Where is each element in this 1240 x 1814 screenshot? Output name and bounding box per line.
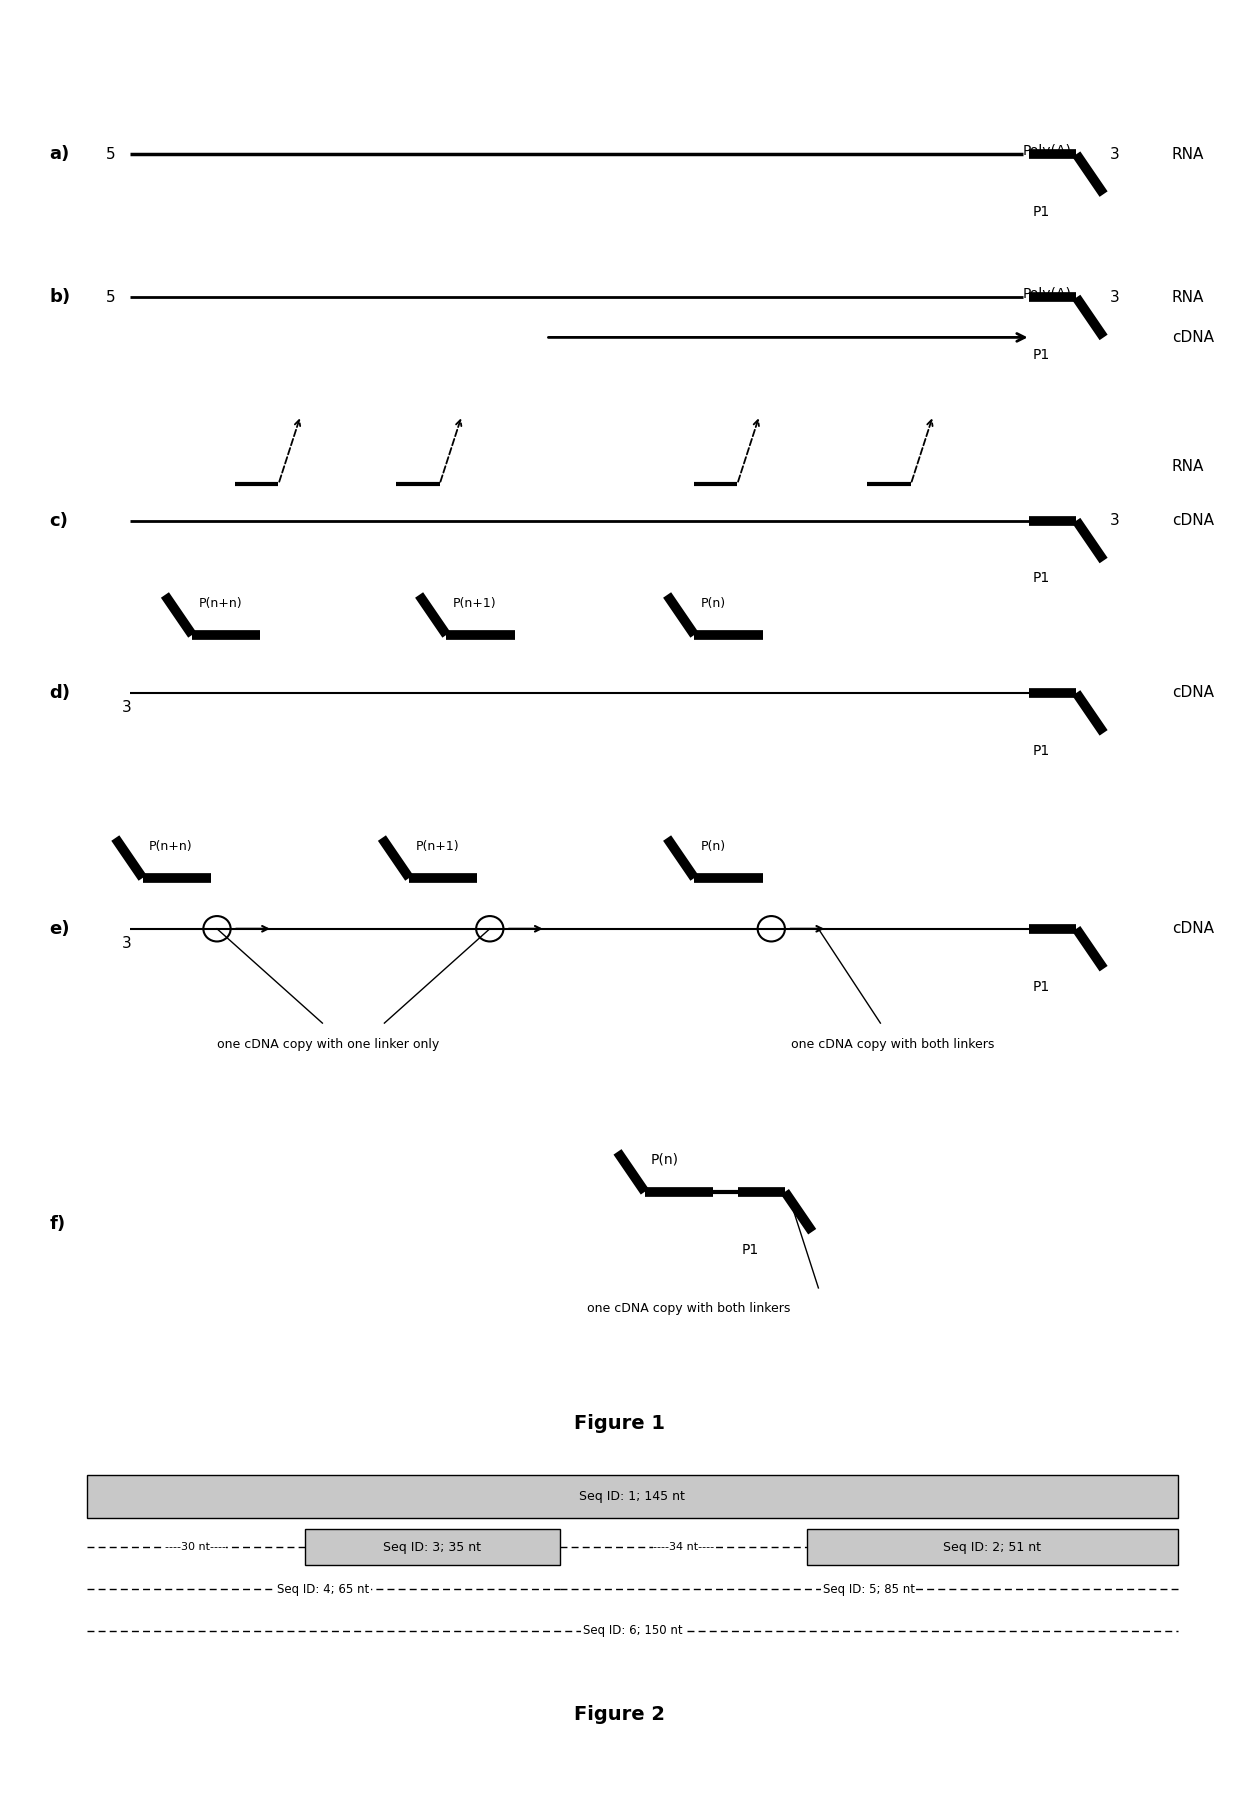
Text: RNA: RNA — [1172, 459, 1204, 473]
Text: P(n+1): P(n+1) — [453, 597, 496, 610]
Text: cDNA: cDNA — [1172, 513, 1214, 528]
Text: f): f) — [50, 1215, 66, 1234]
Text: Seq ID: 4; 65 nt: Seq ID: 4; 65 nt — [277, 1582, 370, 1596]
Text: RNA: RNA — [1172, 290, 1204, 305]
Text: cDNA: cDNA — [1172, 330, 1214, 345]
Text: Seq ID: 6; 150 nt: Seq ID: 6; 150 nt — [583, 1624, 682, 1638]
Text: P(n): P(n) — [701, 840, 725, 853]
Text: Seq ID: 2; 51 nt: Seq ID: 2; 51 nt — [944, 1540, 1042, 1555]
Text: P1: P1 — [1033, 571, 1050, 586]
Text: 3: 3 — [122, 700, 131, 715]
FancyBboxPatch shape — [87, 1475, 1178, 1518]
Text: Seq ID: 3; 35 nt: Seq ID: 3; 35 nt — [383, 1540, 481, 1555]
Text: one cDNA copy with one linker only: one cDNA copy with one linker only — [217, 1038, 440, 1050]
Text: one cDNA copy with both linkers: one cDNA copy with both linkers — [791, 1038, 994, 1050]
Text: P1: P1 — [1033, 744, 1050, 758]
Text: b): b) — [50, 288, 71, 307]
Text: Figure 1: Figure 1 — [574, 1415, 666, 1433]
Text: Seq ID: 1; 145 nt: Seq ID: 1; 145 nt — [579, 1489, 686, 1504]
Text: ----34 nt----: ----34 nt---- — [652, 1542, 714, 1553]
Text: 3: 3 — [1110, 513, 1120, 528]
Text: one cDNA copy with both linkers: one cDNA copy with both linkers — [587, 1302, 790, 1315]
Text: P(n+1): P(n+1) — [415, 840, 459, 853]
Text: cDNA: cDNA — [1172, 922, 1214, 936]
Text: P1: P1 — [1033, 205, 1050, 219]
Text: d): d) — [50, 684, 71, 702]
FancyBboxPatch shape — [807, 1529, 1178, 1565]
Text: P1: P1 — [742, 1243, 759, 1257]
Text: Figure 2: Figure 2 — [574, 1705, 666, 1723]
Text: ----30 nt----: ----30 nt---- — [165, 1542, 227, 1553]
Text: a): a) — [50, 145, 69, 163]
Text: P(n): P(n) — [651, 1152, 680, 1166]
Text: 5: 5 — [105, 290, 115, 305]
Text: 3: 3 — [1110, 147, 1120, 161]
Text: e): e) — [50, 920, 71, 938]
Text: cDNA: cDNA — [1172, 686, 1214, 700]
Text: P1: P1 — [1033, 980, 1050, 994]
Text: Seq ID: 5; 85 nt: Seq ID: 5; 85 nt — [823, 1582, 915, 1596]
Text: P1: P1 — [1033, 348, 1050, 363]
Text: P(n+n): P(n+n) — [149, 840, 192, 853]
Text: P(n+n): P(n+n) — [198, 597, 242, 610]
Text: 5: 5 — [105, 147, 115, 161]
FancyBboxPatch shape — [305, 1529, 559, 1565]
Text: Poly(A): Poly(A) — [1023, 143, 1071, 158]
Text: 3: 3 — [122, 936, 131, 951]
Text: c): c) — [50, 512, 68, 530]
Text: 3: 3 — [1110, 290, 1120, 305]
Text: P(n): P(n) — [701, 597, 725, 610]
Text: Poly(A): Poly(A) — [1023, 287, 1071, 301]
Text: RNA: RNA — [1172, 147, 1204, 161]
